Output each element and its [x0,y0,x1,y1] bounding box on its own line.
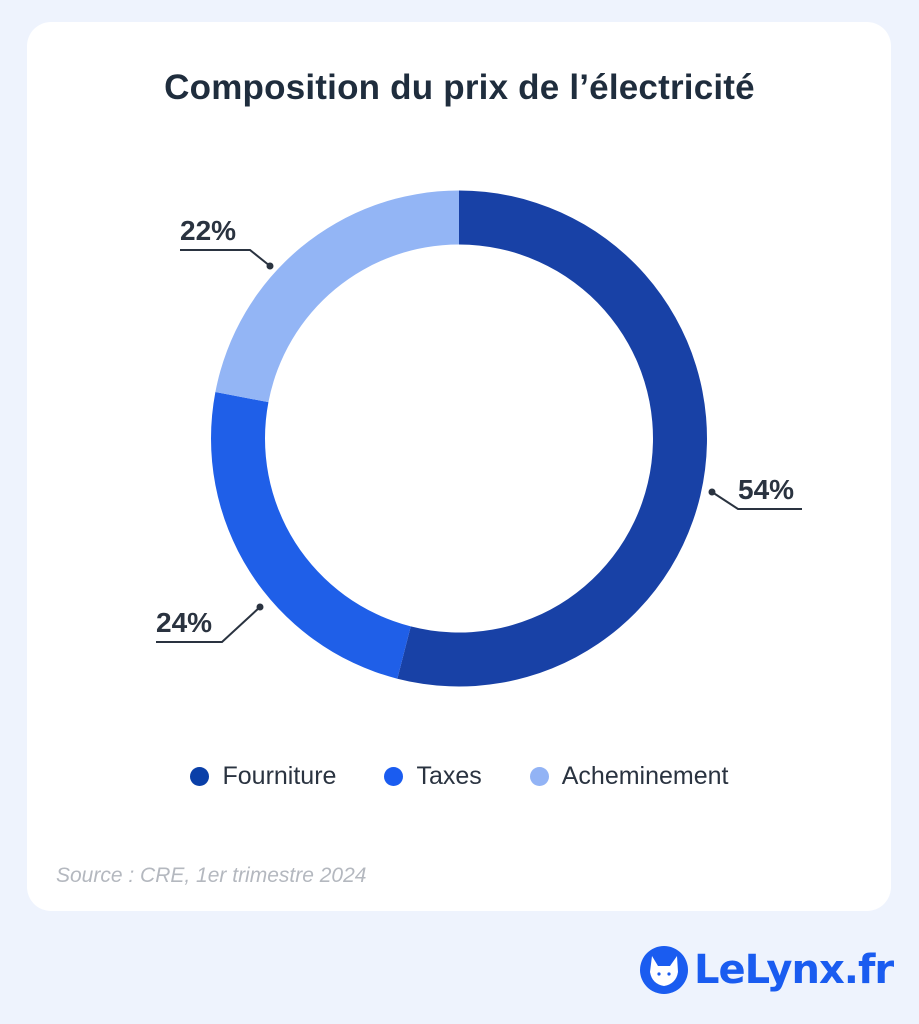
legend-item-taxes: Taxes [384,762,482,791]
leader-dot [266,262,274,270]
legend-swatch [384,767,404,786]
source-note: Source : CRE, 1er trimestre 2024 [56,864,367,887]
legend-item-fourniture: Fourniture [190,762,336,791]
chart-card [27,22,891,911]
donut-slice-taxes [211,392,411,679]
data-label-taxes: 24% [156,607,212,638]
leader-line [156,606,261,643]
leader-dot [256,603,264,611]
chart-title: Composition du prix de l’électricité [156,68,763,112]
leader-line [180,249,271,267]
lynx-head-icon [640,946,688,994]
donut-slice-fourniture [397,190,708,687]
data-label-acheminement: 22% [180,215,236,246]
legend-swatch [190,767,210,786]
donut-slice-acheminement [215,190,459,403]
data-label-fourniture: 54% [738,474,794,505]
legend: Fourniture Taxes Acheminement [0,762,919,791]
legend-swatch [529,767,549,786]
legend-item-acheminement: Acheminement [529,762,729,791]
leader-line [711,491,802,510]
leader-dot [708,488,716,496]
brand-logo: LeLynx.fr [640,946,894,994]
